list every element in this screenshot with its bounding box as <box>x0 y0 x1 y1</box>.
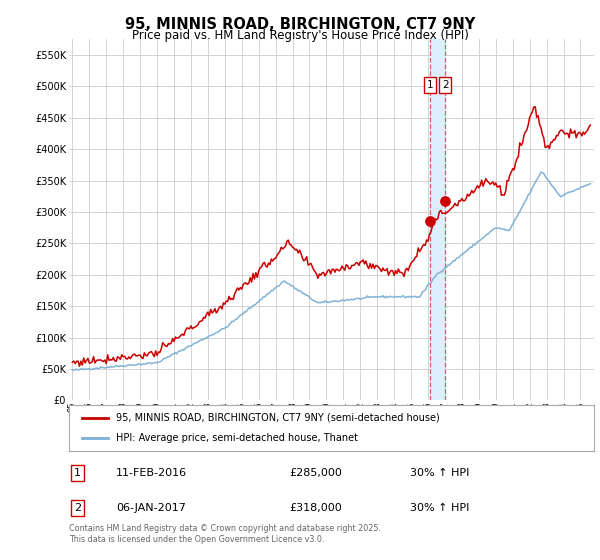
Text: Contains HM Land Registry data © Crown copyright and database right 2025.
This d: Contains HM Land Registry data © Crown c… <box>69 524 381 544</box>
Text: 1: 1 <box>74 468 81 478</box>
Point <box>425 217 434 226</box>
Text: 30% ↑ HPI: 30% ↑ HPI <box>410 503 470 513</box>
Bar <box>430 39 445 400</box>
Text: Price paid vs. HM Land Registry's House Price Index (HPI): Price paid vs. HM Land Registry's House … <box>131 29 469 42</box>
Text: £285,000: £285,000 <box>290 468 343 478</box>
Text: 30% ↑ HPI: 30% ↑ HPI <box>410 468 470 478</box>
Text: 2: 2 <box>442 80 449 90</box>
Text: 06-JAN-2017: 06-JAN-2017 <box>116 503 186 513</box>
Text: 1: 1 <box>427 80 433 90</box>
Text: 2: 2 <box>74 503 82 513</box>
Text: HPI: Average price, semi-detached house, Thanet: HPI: Average price, semi-detached house,… <box>116 433 358 444</box>
Text: 95, MINNIS ROAD, BIRCHINGTON, CT7 9NY (semi-detached house): 95, MINNIS ROAD, BIRCHINGTON, CT7 9NY (s… <box>116 413 440 423</box>
Text: £318,000: £318,000 <box>290 503 342 513</box>
Text: 95, MINNIS ROAD, BIRCHINGTON, CT7 9NY: 95, MINNIS ROAD, BIRCHINGTON, CT7 9NY <box>125 17 475 32</box>
Point <box>440 196 450 205</box>
Text: 11-FEB-2016: 11-FEB-2016 <box>116 468 187 478</box>
